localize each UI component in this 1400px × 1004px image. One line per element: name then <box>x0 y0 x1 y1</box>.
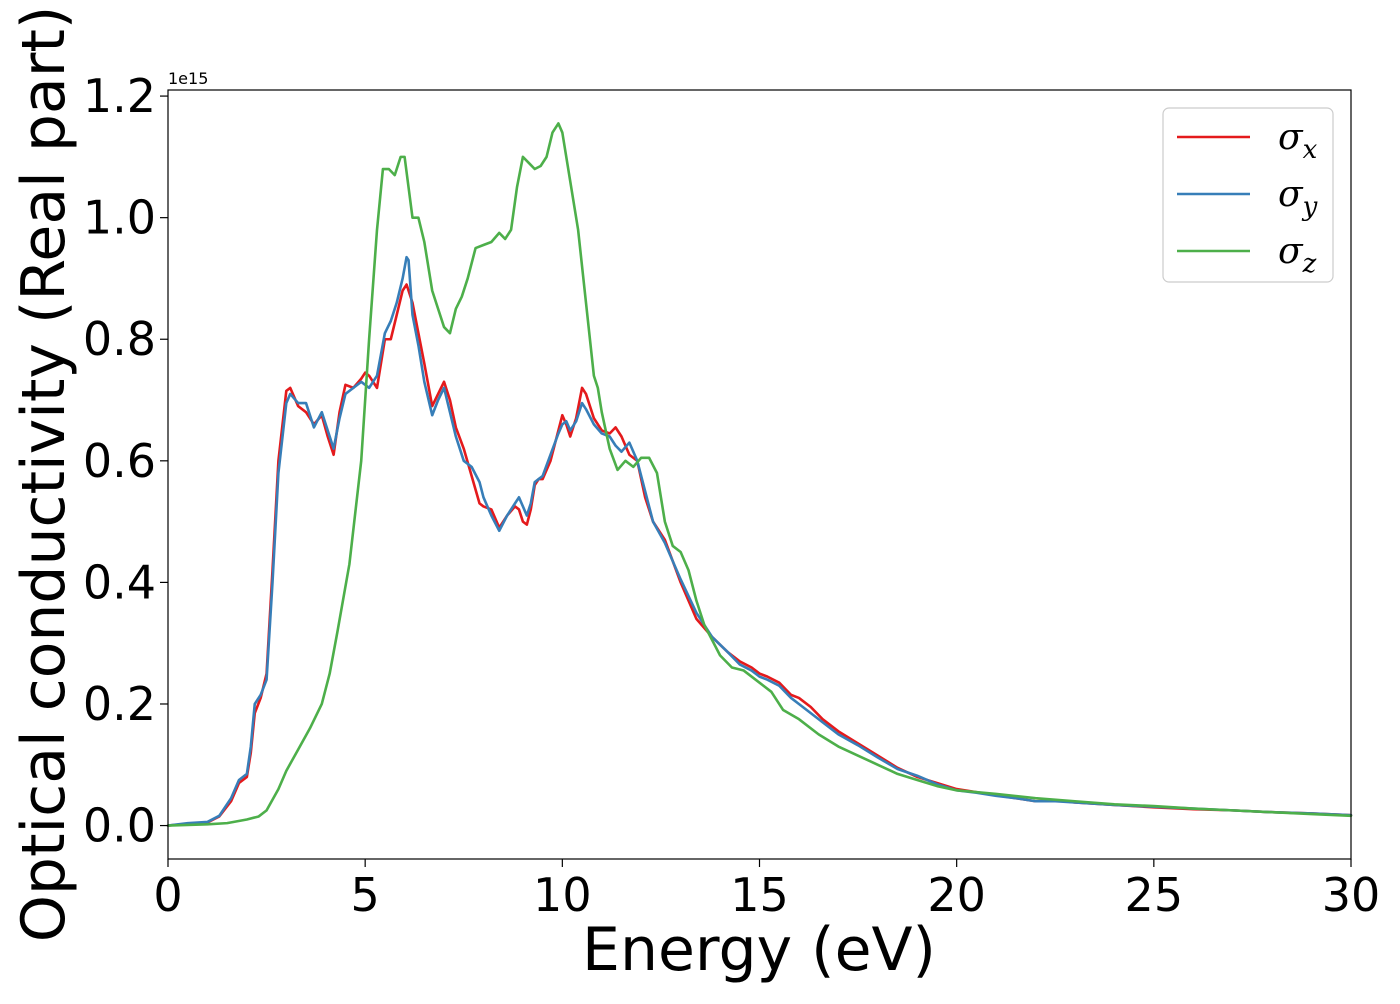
y-tick-label: 0.0 <box>83 799 156 853</box>
y-tick-label: 1.2 <box>83 69 156 123</box>
x-tick-label: 30 <box>1322 868 1381 922</box>
y-offset-label: 1e15 <box>168 69 208 88</box>
legend-label-x: σx <box>1278 117 1318 165</box>
y-axis-label: Optical conductivity (Real part) <box>9 6 79 943</box>
y-tick-label: 0.6 <box>83 434 156 488</box>
y-tick-label: 0.8 <box>83 312 156 366</box>
series-line-x <box>166 283 1353 827</box>
x-axis-label: Energy (eV) <box>582 915 936 985</box>
y-tick-label: 0.4 <box>83 555 156 609</box>
x-tick-label: 20 <box>927 868 986 922</box>
legend-label-z: σz <box>1278 231 1317 279</box>
x-tick-label: 15 <box>730 868 789 922</box>
series-line-z <box>166 122 1353 827</box>
legend: σx σy σz <box>1162 107 1334 283</box>
y-tick-label: 1.0 <box>83 191 156 245</box>
plot-layer <box>166 122 1353 827</box>
x-axis-ticks: 0 5 10 15 20 25 30 <box>153 859 1380 922</box>
legend-label-y: σy <box>1278 174 1318 222</box>
x-tick-label: 10 <box>533 868 592 922</box>
series-line-y <box>166 255 1353 827</box>
y-tick-label: 0.2 <box>83 677 156 731</box>
y-axis-ticks: 0.0 0.2 0.4 0.6 0.8 1.0 1.2 <box>83 69 168 853</box>
x-tick-label: 25 <box>1125 868 1184 922</box>
x-tick-label: 0 <box>153 868 182 922</box>
x-tick-label: 5 <box>351 868 380 922</box>
